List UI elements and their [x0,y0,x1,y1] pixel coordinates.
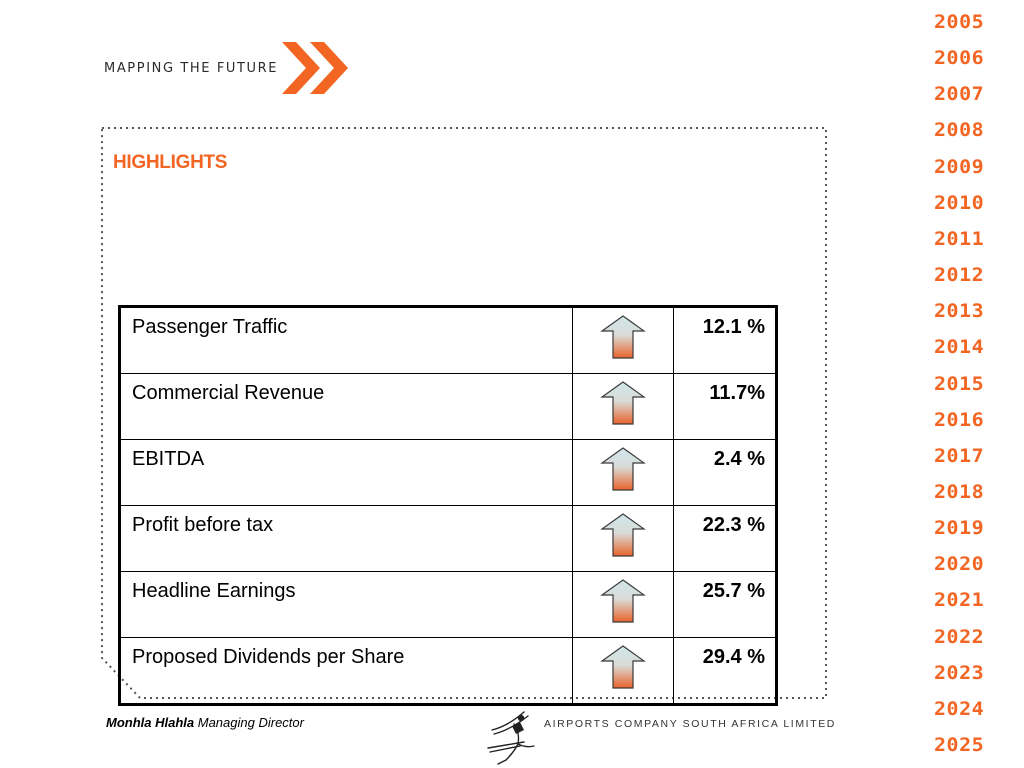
up-arrow-icon [600,315,646,359]
metric-value: 22.3 % [673,505,777,572]
trend-cell [572,637,674,705]
year-label: 2013 [934,300,985,323]
acsa-figure-logo-icon [487,711,535,765]
year-label: 2025 [934,734,985,756]
header: MAPPING THE FUTURE [104,40,352,96]
up-arrow-icon [600,645,646,689]
year-label: 2024 [934,697,985,720]
highlights-table: Passenger Traffic 12.1 % Commercial Revenu… [118,305,778,706]
year-label: 2015 [934,372,985,395]
year-label: 2016 [934,408,985,431]
metric-value: 29.4 % [673,637,777,705]
double-chevron-right-icon [282,42,349,94]
year-label: 2008 [934,119,985,142]
highlights-table-body: Passenger Traffic 12.1 % Commercial Revenu… [119,306,777,705]
year-label: 2010 [934,191,985,214]
table-row: Profit before tax 22.3 % [119,505,777,572]
metric-label: Profit before tax [119,505,573,572]
metric-label: Passenger Traffic [119,306,573,374]
year-label: 2017 [934,444,985,467]
metric-label: Commercial Revenue [119,373,573,440]
year-label: 2012 [934,264,985,287]
year-label: 2020 [934,553,985,576]
table-row: Commercial Revenue 11.7% [119,373,777,440]
metric-value: 12.1 % [673,306,777,374]
year-label: 2009 [934,155,985,178]
up-arrow-icon [600,447,646,491]
tagline: MAPPING THE FUTURE [104,60,279,76]
trend-cell [572,505,674,572]
year-label: 2023 [934,661,985,684]
presenter: Monhla Hlahla Managing Director [106,715,304,730]
table-row: Passenger Traffic 12.1 % [119,306,777,374]
trend-cell [572,439,674,506]
metric-label: Proposed Dividends per Share [119,637,573,705]
year-label: 2006 [934,47,985,70]
trend-cell [572,306,674,374]
metric-value: 11.7% [673,373,777,440]
year-list: 2005 2006 2007 2008 2009 2010 2011 2012 2013 2014… [934,0,1014,768]
up-arrow-icon [600,513,646,557]
company-name: AIRPORTS COMPANY SOUTH AFRICA LIMITED [544,718,836,730]
year-label: 2019 [934,517,985,540]
up-arrow-icon [600,381,646,425]
year-label: 2011 [934,227,985,250]
metric-label: EBITDA [119,439,573,506]
table-row: Proposed Dividends per Share 29.4 % [119,637,777,705]
presenter-name: Monhla Hlahla [106,715,195,730]
year-label: 2014 [934,336,985,359]
year-label: 2021 [934,589,985,612]
year-label: 2007 [934,83,985,106]
trend-cell [572,571,674,638]
table-row: EBITDA 2.4 % [119,439,777,506]
slide-title: HIGHLIGHTS [113,152,228,173]
year-label: 2018 [934,480,985,503]
metric-label: Headline Earnings [119,571,573,638]
metric-value: 25.7 % [673,571,777,638]
table-row: Headline Earnings 25.7 % [119,571,777,638]
up-arrow-icon [600,579,646,623]
metric-value: 2.4 % [673,439,777,506]
year-label: 2005 [934,11,985,33]
year-label: 2022 [934,625,985,648]
trend-cell [572,373,674,440]
presenter-role: Managing Director [197,715,304,730]
